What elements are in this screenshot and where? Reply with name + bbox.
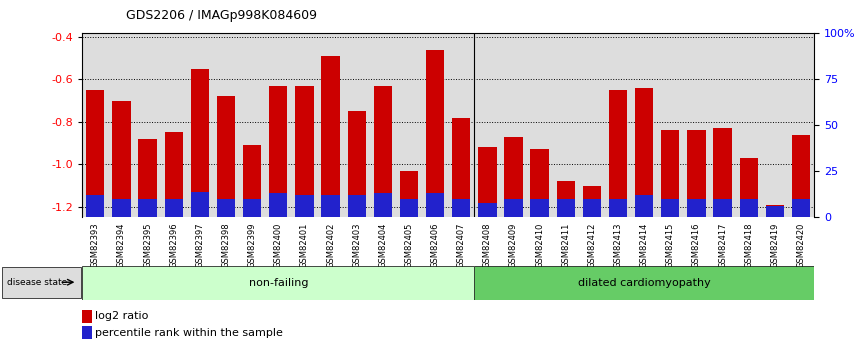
Bar xyxy=(740,158,758,217)
Bar xyxy=(213,33,239,217)
Bar xyxy=(635,88,653,217)
Bar xyxy=(661,130,680,217)
Bar xyxy=(478,203,496,217)
Bar xyxy=(239,33,265,217)
Bar xyxy=(740,199,758,217)
Bar xyxy=(735,33,762,217)
Bar xyxy=(87,195,105,217)
Bar xyxy=(269,86,288,217)
Bar xyxy=(191,69,209,217)
Bar xyxy=(766,205,784,217)
Bar xyxy=(396,33,422,217)
Bar xyxy=(766,206,784,217)
Bar xyxy=(531,199,549,217)
Bar xyxy=(108,33,134,217)
Text: percentile rank within the sample: percentile rank within the sample xyxy=(95,328,283,337)
Bar xyxy=(321,195,339,217)
Bar xyxy=(605,33,631,217)
Bar xyxy=(373,193,392,217)
Text: non-failing: non-failing xyxy=(249,278,308,288)
Bar xyxy=(635,195,653,217)
Bar xyxy=(216,199,236,217)
Bar xyxy=(449,33,475,217)
Bar xyxy=(400,199,418,217)
Bar xyxy=(134,33,161,217)
Bar xyxy=(714,128,732,217)
Bar xyxy=(504,137,523,217)
Bar xyxy=(373,86,392,217)
Bar xyxy=(139,199,157,217)
Bar xyxy=(161,33,187,217)
Bar xyxy=(187,33,213,217)
Bar xyxy=(370,33,396,217)
Bar xyxy=(609,199,627,217)
Bar xyxy=(557,199,575,217)
Text: log2 ratio: log2 ratio xyxy=(95,312,149,321)
Bar xyxy=(243,145,262,217)
Bar xyxy=(139,139,157,217)
Bar xyxy=(347,111,365,217)
Bar xyxy=(191,191,209,217)
Bar xyxy=(527,33,553,217)
Bar xyxy=(269,193,288,217)
Bar xyxy=(82,310,92,323)
Bar xyxy=(426,193,444,217)
Bar xyxy=(295,86,313,217)
Bar xyxy=(661,199,680,217)
Bar xyxy=(688,130,706,217)
Bar xyxy=(714,199,732,217)
Text: disease state: disease state xyxy=(7,278,67,287)
Bar xyxy=(400,171,418,217)
Text: GDS2206 / IMAGp998K084609: GDS2206 / IMAGp998K084609 xyxy=(126,9,317,22)
Bar xyxy=(87,90,105,217)
Bar xyxy=(82,326,92,339)
Bar xyxy=(291,33,318,217)
Bar xyxy=(501,33,527,217)
Bar xyxy=(762,33,788,217)
Bar xyxy=(657,33,683,217)
Bar xyxy=(426,50,444,217)
Bar xyxy=(609,90,627,217)
Bar xyxy=(583,186,601,217)
Bar xyxy=(792,135,810,217)
Bar xyxy=(452,199,470,217)
Bar xyxy=(113,101,131,217)
Bar xyxy=(165,132,183,217)
Bar xyxy=(318,33,344,217)
Bar xyxy=(295,195,313,217)
Bar xyxy=(452,118,470,217)
Bar xyxy=(243,199,262,217)
Bar xyxy=(347,195,365,217)
Bar xyxy=(709,33,735,217)
Bar xyxy=(478,147,496,217)
Bar xyxy=(792,199,810,217)
Bar xyxy=(788,33,814,217)
Bar xyxy=(557,181,575,217)
Bar xyxy=(688,199,706,217)
Bar xyxy=(82,33,108,217)
Bar xyxy=(583,199,601,217)
Bar xyxy=(631,33,657,217)
Text: dilated cardiomyopathy: dilated cardiomyopathy xyxy=(578,278,710,288)
Bar xyxy=(422,33,449,217)
Bar xyxy=(216,96,236,217)
Bar xyxy=(265,33,291,217)
Bar xyxy=(531,149,549,217)
Bar xyxy=(344,33,370,217)
Bar xyxy=(683,33,709,217)
Bar xyxy=(553,33,578,217)
Bar xyxy=(321,56,339,217)
Bar xyxy=(113,199,131,217)
Bar xyxy=(504,199,523,217)
Bar xyxy=(165,199,183,217)
Bar xyxy=(475,33,501,217)
Bar xyxy=(578,33,605,217)
